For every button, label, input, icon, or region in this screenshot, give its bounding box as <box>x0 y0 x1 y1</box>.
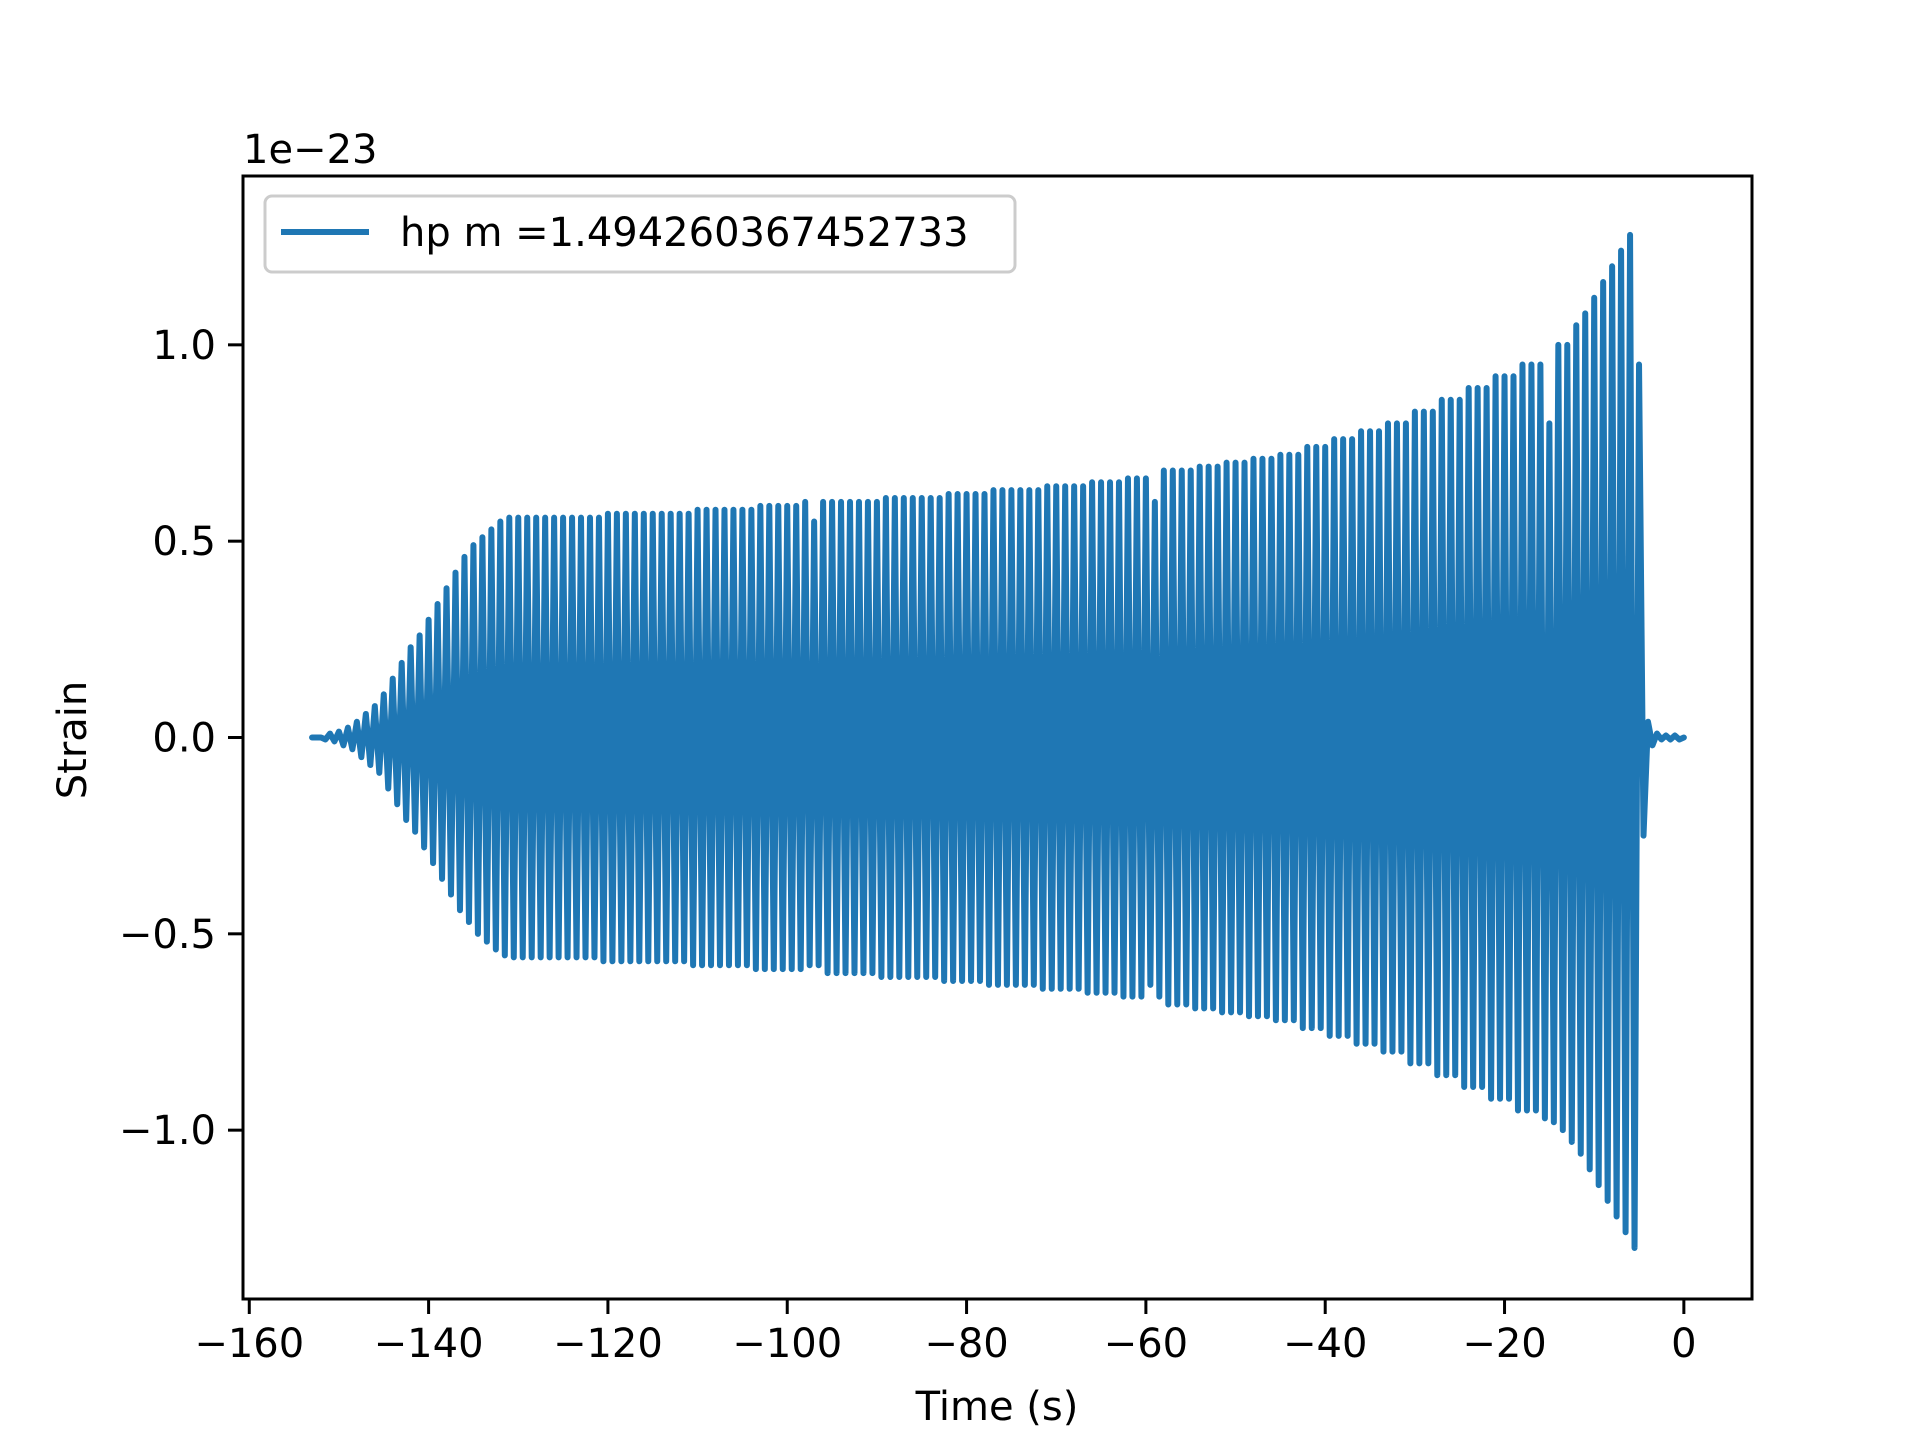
x-tick-label: −140 <box>374 1321 484 1367</box>
data-line <box>309 231 1687 1251</box>
x-tick-label: −20 <box>1462 1321 1546 1367</box>
legend: hp m =1.494260367452733 <box>263 194 1017 274</box>
y-tick-label: −0.5 <box>119 912 216 958</box>
x-tick-label: −160 <box>194 1321 304 1367</box>
y-tick-label: 1.0 <box>152 323 216 369</box>
legend-label: hp m =1.494260367452733 <box>400 210 969 256</box>
y-tick-label: 0.5 <box>152 519 216 565</box>
x-tick-label: 0 <box>1671 1321 1696 1367</box>
legend-box <box>263 194 1017 274</box>
x-tick-label: −40 <box>1283 1321 1367 1367</box>
y-tick-label: −1.0 <box>119 1108 216 1154</box>
x-tick-label: −100 <box>732 1321 842 1367</box>
x-tick-label: −120 <box>553 1321 663 1367</box>
x-tick-label: −80 <box>924 1321 1008 1367</box>
x-tick-label: −60 <box>1104 1321 1188 1367</box>
y-tick-label: 0.0 <box>152 716 216 762</box>
y-axis-label: Strain <box>50 681 96 800</box>
plot-area <box>309 231 1687 1251</box>
x-axis-label: Time (s) <box>915 1384 1079 1430</box>
offset-text: 1e−23 <box>243 127 377 173</box>
